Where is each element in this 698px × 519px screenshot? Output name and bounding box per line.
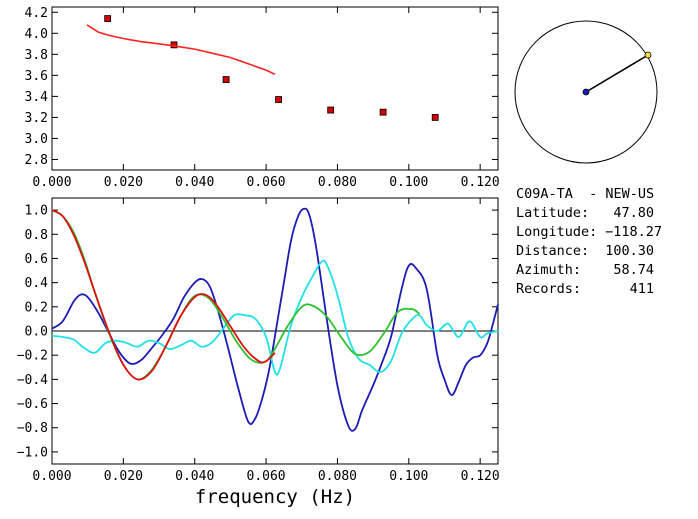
top-plot-frame bbox=[51, 6, 499, 171]
top-y-tick-label: 3.2 bbox=[25, 111, 48, 126]
top-x-ticks: 0.000 0.020 0.040 0.060 0.080 0.100 0.120 bbox=[32, 7, 500, 190]
bottom-x-ticks: 0.000 0.020 0.040 0.060 0.080 0.100 0.120 bbox=[32, 198, 500, 484]
bottom-x-tick-label: 0.040 bbox=[175, 469, 214, 484]
bottom-cyan-series bbox=[51, 259, 499, 376]
event-dot bbox=[644, 51, 652, 59]
station-info: C09A-TA - NEW-US Latitude: 47.80 Longitu… bbox=[516, 186, 662, 297]
bottom-y-tick-label: 0.6 bbox=[25, 252, 48, 267]
bottom-red-series bbox=[51, 209, 276, 381]
bottom-x-tick-label: 0.000 bbox=[32, 469, 71, 484]
top-x-tick-label: 0.080 bbox=[318, 175, 357, 190]
x-axis-label: frequency (Hz) bbox=[195, 486, 355, 508]
bottom-y-tick-label: 0.2 bbox=[25, 300, 48, 315]
bottom-blue-series bbox=[51, 207, 499, 432]
top-y-tick-label: 3.6 bbox=[25, 69, 48, 84]
top-x-tick-label: 0.020 bbox=[104, 175, 143, 190]
top-data-point bbox=[379, 108, 387, 116]
top-y-tick-label: 4.0 bbox=[25, 27, 48, 42]
bottom-y-tick-label: 0.8 bbox=[25, 228, 48, 243]
top-data-point bbox=[275, 96, 282, 103]
bottom-y-tick-label: −0.2 bbox=[17, 349, 48, 364]
top-data-point bbox=[327, 106, 335, 114]
info-value-records: 411 bbox=[630, 281, 654, 297]
top-y-tick-label: 3.8 bbox=[25, 48, 48, 63]
path-line bbox=[585, 54, 649, 93]
info-value-azimuth: 58.74 bbox=[613, 262, 654, 278]
bottom-y-tick-label: 0.0 bbox=[25, 325, 48, 340]
info-label-longitude: Longitude: bbox=[516, 224, 597, 240]
bottom-green-series bbox=[51, 209, 421, 381]
station-dot bbox=[582, 88, 590, 96]
top-series bbox=[86, 15, 439, 121]
globe-map bbox=[514, 20, 658, 164]
bottom-y-tick-label: −0.6 bbox=[17, 397, 48, 412]
bottom-x-tick-label: 0.100 bbox=[389, 469, 428, 484]
info-label-azimuth: Azimuth: bbox=[516, 262, 581, 278]
info-value-distance: 100.30 bbox=[605, 243, 654, 259]
top-x-tick-label: 0.100 bbox=[389, 175, 428, 190]
top-fit-curve bbox=[86, 24, 276, 76]
top-y-tick-label: 2.8 bbox=[25, 153, 48, 168]
bottom-x-tick-label: 0.020 bbox=[104, 469, 143, 484]
info-value-latitude: 47.80 bbox=[613, 205, 654, 221]
top-chart: 0.000 0.020 0.040 0.060 0.080 0.100 0.120 2.8 3… bbox=[25, 6, 500, 190]
info-value-longitude: −118.27 bbox=[605, 224, 662, 240]
bottom-y-ticks: 1.0 0.8 0.6 0.4 0.2 0.0 −0.2 −0.4 −0.6 −0.8 −1.0 bbox=[17, 204, 498, 460]
top-y-tick-label: 4.2 bbox=[25, 6, 48, 21]
top-y-tick-label: 3.0 bbox=[25, 132, 48, 147]
top-x-tick-label: 0.060 bbox=[247, 175, 286, 190]
info-label-distance: Distance: bbox=[516, 243, 589, 259]
bottom-y-tick-label: −1.0 bbox=[17, 445, 48, 460]
bottom-y-tick-label: 0.4 bbox=[25, 276, 49, 291]
bottom-chart: 0.000 0.020 0.040 0.060 0.080 0.100 0.120 1.00… bbox=[17, 197, 500, 508]
globe-outline bbox=[514, 20, 658, 164]
bottom-y-tick-label: −0.8 bbox=[17, 421, 48, 436]
bottom-series bbox=[51, 207, 499, 432]
top-x-tick-label: 0.040 bbox=[175, 175, 214, 190]
top-data-point bbox=[431, 114, 439, 121]
top-x-tick-label: 0.000 bbox=[32, 175, 71, 190]
top-data-point bbox=[222, 76, 230, 83]
bottom-x-tick-label: 0.060 bbox=[247, 469, 286, 484]
top-data-point bbox=[104, 15, 112, 22]
bottom-y-tick-label: −0.4 bbox=[17, 373, 48, 388]
station-name: C09A-TA - NEW-US bbox=[516, 186, 654, 202]
top-x-tick-label: 0.120 bbox=[461, 175, 500, 190]
top-y-ticks: 2.8 3.0 3.2 3.4 3.6 3.8 4.0 4.2 bbox=[25, 6, 498, 168]
info-label-records: Records: bbox=[516, 281, 581, 297]
info-label-latitude: Latitude: bbox=[516, 205, 589, 221]
bottom-x-tick-label: 0.120 bbox=[461, 469, 500, 484]
top-y-tick-label: 3.4 bbox=[25, 90, 49, 105]
bottom-x-tick-label: 0.080 bbox=[318, 469, 357, 484]
bottom-y-tick-label: 1.0 bbox=[25, 204, 48, 219]
